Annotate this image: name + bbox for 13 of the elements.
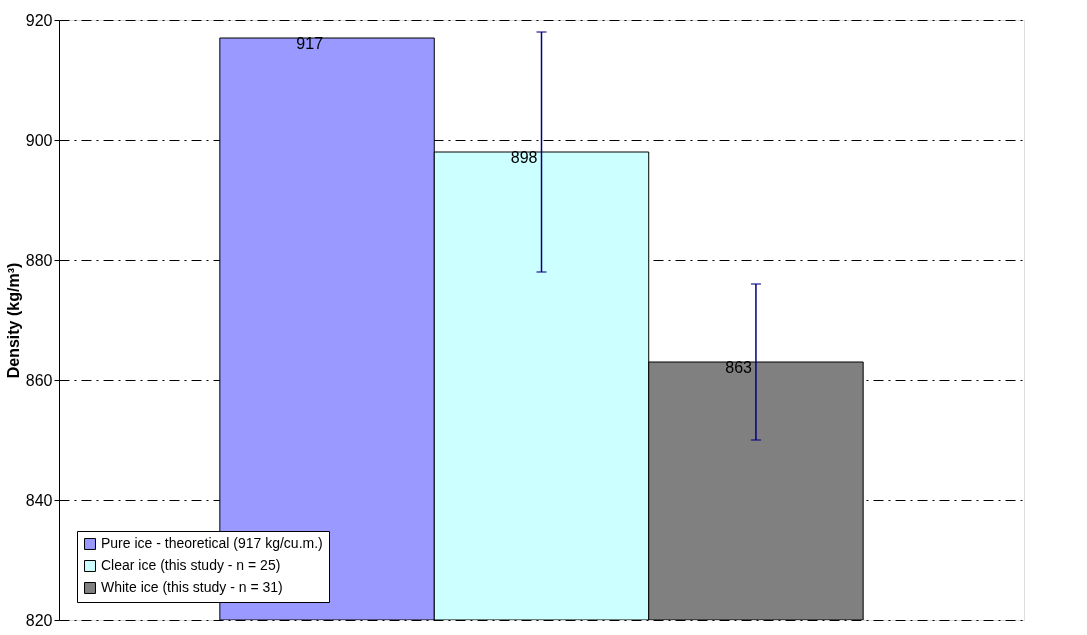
legend-label: White ice (this study - n = 31) bbox=[101, 579, 283, 595]
legend-label: Pure ice - theoretical (917 kg/cu.m.) bbox=[101, 535, 323, 551]
y-tick-label: 820 bbox=[25, 611, 53, 629]
data-label: 863 bbox=[725, 359, 753, 376]
y-tick-label: 840 bbox=[25, 491, 53, 509]
data-label: 898 bbox=[510, 149, 538, 166]
y-tick-label: 880 bbox=[25, 251, 53, 269]
y-tick-label: 860 bbox=[25, 371, 53, 389]
y-axis-title: Density (kg/m³) bbox=[4, 262, 22, 379]
y-tick-label: 900 bbox=[25, 131, 53, 149]
legend-label: Clear ice (this study - n = 25) bbox=[101, 557, 281, 573]
data-label: 917 bbox=[296, 35, 324, 52]
y-tick-label: 920 bbox=[25, 11, 53, 29]
